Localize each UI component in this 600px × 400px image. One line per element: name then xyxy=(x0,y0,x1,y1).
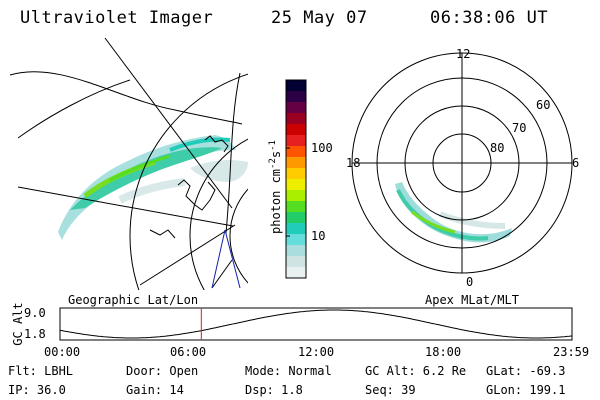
colorbar-cell xyxy=(286,201,306,213)
door-info: Door: Open xyxy=(126,364,199,378)
mlt-label-12: 12 xyxy=(456,47,471,61)
colorbar-tick-10: 10 xyxy=(311,229,326,243)
mlt-label-6: 6 xyxy=(572,156,580,170)
gc-alt-info: GC Alt: 6.2 Re xyxy=(365,364,467,378)
colorbar-cell xyxy=(286,256,306,268)
sequence-info: Seq: 39 xyxy=(365,383,416,397)
colorbar-cell xyxy=(286,234,306,246)
colorbar-cell xyxy=(286,212,306,224)
colorbar-cell xyxy=(286,190,306,202)
mlat-label-70: 70 xyxy=(512,121,527,135)
mode-info: Mode: Normal xyxy=(245,364,332,378)
observation-time: 06:38:06 UT xyxy=(430,8,549,28)
observation-date: 25 May 07 xyxy=(271,8,368,28)
colorbar-tick-100: 100 xyxy=(311,141,333,155)
mlt-label-18: 18 xyxy=(346,156,361,170)
altitude-ymin: 1.8 xyxy=(24,327,46,341)
time-tick-1800: 18:00 xyxy=(425,345,462,359)
gain-info: Gain: 14 xyxy=(126,383,184,397)
ip-info: IP: 36.0 xyxy=(8,383,66,397)
colorbar-cell xyxy=(286,223,306,235)
colorbar-cell xyxy=(286,157,306,169)
colorbar-cell xyxy=(286,146,306,158)
left-panel-label: Geographic Lat/Lon xyxy=(68,293,199,307)
altitude-ylabel: GC Alt xyxy=(11,302,25,346)
colorbar-cell xyxy=(286,179,306,191)
right-panel-label: Apex MLat/MLT xyxy=(425,293,519,307)
colorbar-cell xyxy=(286,135,306,147)
aurora-emission-polar xyxy=(395,182,512,243)
colorbar-cell xyxy=(286,245,306,257)
dsp-info: Dsp: 1.8 xyxy=(245,383,303,397)
aurora-emission-geographic xyxy=(58,135,248,240)
altitude-ymax: 9.0 xyxy=(24,306,46,320)
time-tick-1200: 12:00 xyxy=(298,345,335,359)
colorbar-cell xyxy=(286,168,306,180)
instrument-title: Ultraviolet Imager xyxy=(20,8,214,28)
time-tick-2359: 23:59 xyxy=(553,345,590,359)
glat-info: GLat: -69.3 xyxy=(486,364,566,378)
colorbar-cell xyxy=(286,124,306,136)
glon-info: GLon: 199.1 xyxy=(486,383,566,397)
colorbar-cell xyxy=(286,113,306,125)
time-tick-0000: 00:00 xyxy=(44,345,81,359)
mlat-label-80: 80 xyxy=(490,141,505,155)
mlat-label-60: 60 xyxy=(536,98,551,112)
colorbar-cell xyxy=(286,91,306,103)
filter-info: Flt: LBHL xyxy=(8,364,74,378)
time-tick-0600: 06:00 xyxy=(170,345,207,359)
mlt-label-0: 0 xyxy=(466,275,474,289)
colorbar-cell xyxy=(286,102,306,114)
colorbar-cell xyxy=(286,80,306,92)
colorbar-cell xyxy=(286,267,306,279)
